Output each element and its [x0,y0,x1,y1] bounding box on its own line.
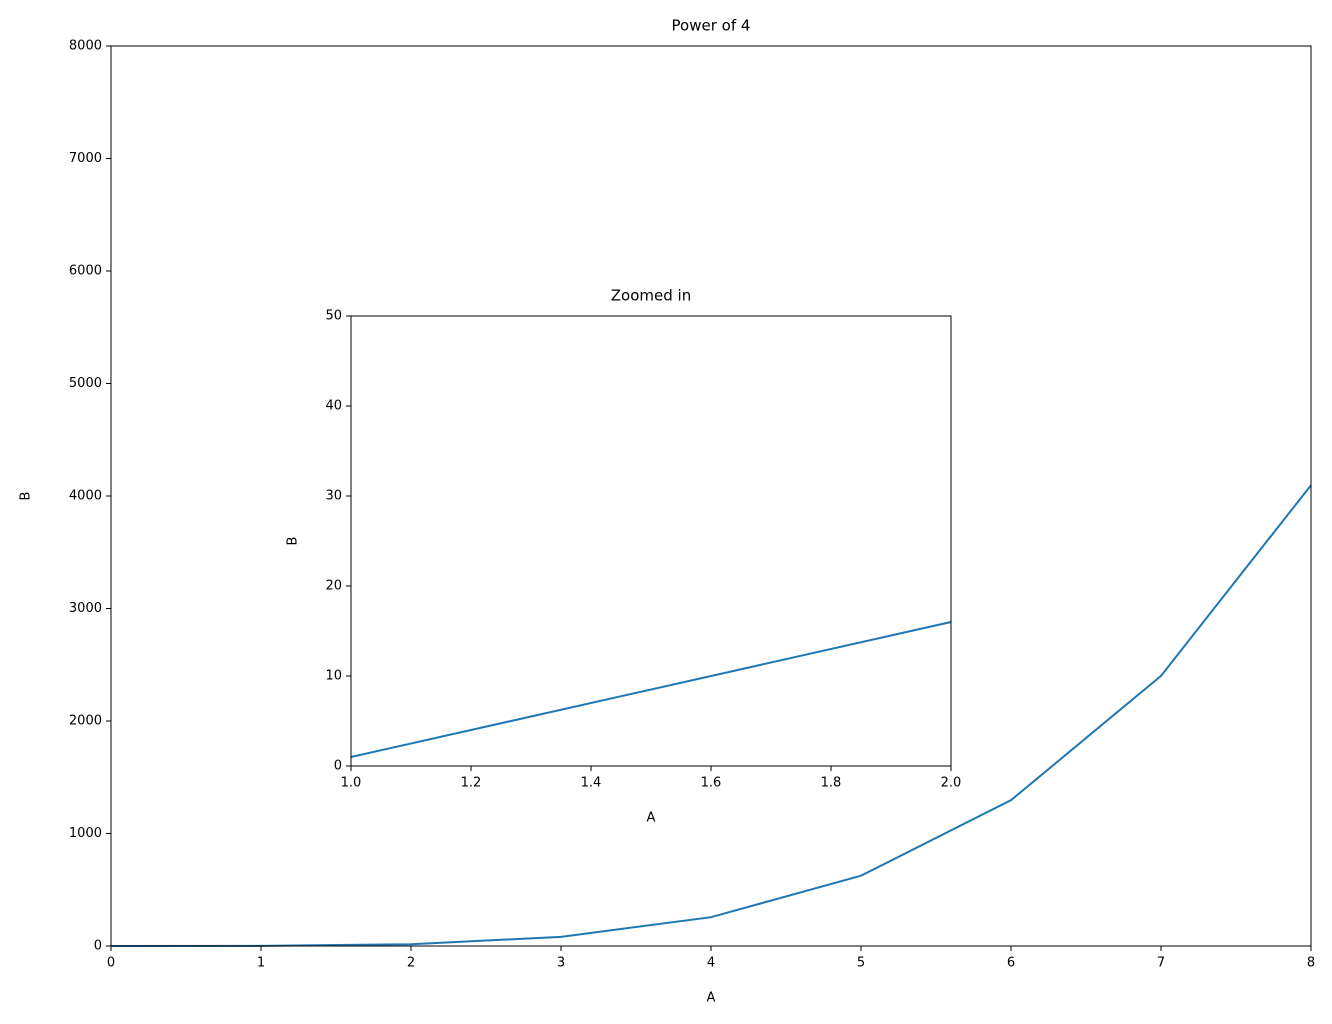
y-tick-label: 2000 [69,714,102,729]
x-tick-label: 2.0 [941,776,962,791]
y-tick-label: 3000 [69,601,102,616]
x-tick-label: 1.0 [341,776,362,791]
x-tick-label: 7 [1157,956,1165,971]
x-tick-label: 6 [1007,956,1015,971]
axes-frame [350,315,952,767]
x-tick-label: 1.4 [581,776,602,791]
plot-area [351,316,951,766]
axes: 0 1 2 3 4 5 6 7 8 0 1000 2000 3000 4000 5000 6000 7000 80… [19,17,1316,1006]
x-axis-label: A [647,811,656,826]
y-axis-label: B [286,537,301,546]
y-tick-label: 0 [94,939,102,954]
y-tick-label: 5000 [69,376,102,391]
y-tick-label: 6000 [69,264,102,279]
x-tick-label: 1.8 [821,776,842,791]
y-tick-label: 10 [325,669,342,684]
y-tick-label: 40 [325,399,342,414]
y-tick-label: 50 [325,309,342,324]
y-tick-label: 4000 [69,489,102,504]
y-tick-label: 0 [334,759,342,774]
y-axis-label: B [19,492,34,501]
y-tick-label: 8000 [69,39,102,54]
data-line [350,621,952,758]
y-tick-label: 30 [325,489,342,504]
x-tick-label: 1.6 [701,776,722,791]
x-tick-label: 5 [857,956,865,971]
x-tick-label: 1.2 [461,776,482,791]
x-tick-label: 3 [557,956,565,971]
data-line [110,484,1312,947]
axes-frame [110,45,1312,947]
x-tick-label: 2 [407,956,415,971]
chart-title: Power of 4 [672,17,751,35]
x-tick-label: 4 [707,956,715,971]
chart-title: Zoomed in [611,287,691,305]
x-tick-label: 1 [257,956,265,971]
y-tick-label: 20 [325,579,342,594]
x-tick-label: 0 [107,956,115,971]
axes: 1.0 1.2 1.4 1.6 1.8 2.0 0 10 20 30 40 50 Zoomed in A B [286,287,962,826]
x-axis-label: A [707,991,716,1006]
y-tick-label: 1000 [69,826,102,841]
y-tick-label: 7000 [69,151,102,166]
x-tick-label: 8 [1307,956,1315,971]
